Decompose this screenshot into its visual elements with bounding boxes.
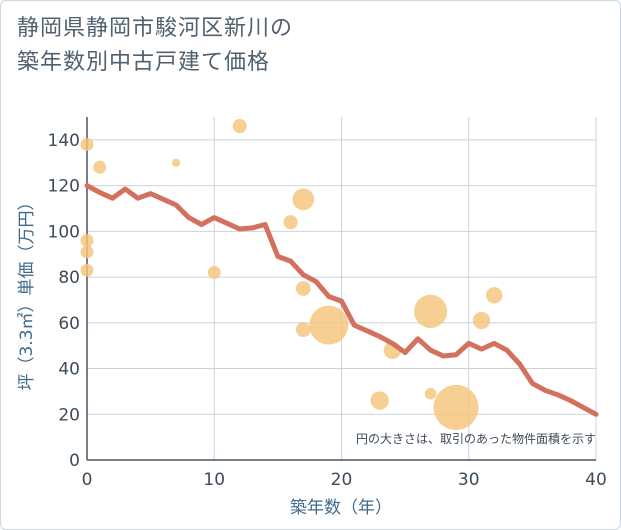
bubble-point: [486, 287, 503, 304]
chart-title-line-2: 築年数別中古戸建て価格: [17, 50, 271, 75]
bubble-point: [80, 245, 94, 259]
x-tick-label: 0: [82, 470, 93, 490]
x-tick-label: 40: [585, 470, 607, 490]
bubble-point: [171, 158, 181, 167]
y-tick-label: 100: [48, 222, 80, 242]
x-tick-label: 10: [203, 470, 225, 490]
x-axis-label: 築年数（年）: [290, 498, 392, 518]
y-tick-label: 60: [58, 314, 80, 334]
bubble-point: [80, 233, 94, 247]
y-tick-label: 0: [69, 451, 80, 471]
bubble-point: [309, 305, 349, 345]
tick-labels: 0 20 40 60 80 100 120 140 0 10 20 30 40: [48, 131, 607, 490]
bubble-point: [433, 384, 479, 430]
y-tick-label: 120: [48, 177, 80, 197]
chart-title: 静岡県静岡市駿河区新川の 築年数別中古戸建て価格: [17, 12, 293, 80]
bubble-point: [370, 391, 389, 410]
bubble-point: [80, 137, 94, 151]
bubble-point: [295, 322, 311, 338]
y-axis-label: 坪（3.3㎡）単価（万円）: [17, 193, 37, 390]
y-tick-label: 40: [58, 360, 80, 380]
size-note: 円の大きさは、取引のあった物件面積を示す: [356, 431, 596, 446]
chart-title-line-1: 静岡県静岡市駿河区新川の: [17, 16, 294, 41]
bubble-series: [80, 119, 503, 430]
bubble-point: [424, 387, 437, 400]
x-tick-label: 20: [331, 470, 353, 490]
y-tick-label: 80: [58, 268, 80, 288]
grid: [87, 117, 597, 460]
bubble-point: [292, 188, 315, 211]
bubble-point: [93, 160, 107, 174]
axes: [86, 117, 596, 461]
bubble-point: [283, 215, 298, 230]
bubble-point: [232, 119, 247, 134]
trend-series: [84, 183, 599, 417]
bubble-point: [472, 311, 491, 330]
bubble-point: [295, 281, 311, 296]
y-tick-label: 140: [48, 131, 80, 151]
y-tick-label: 20: [58, 405, 80, 425]
bubble-point: [413, 294, 448, 328]
bubble-point: [207, 265, 221, 279]
x-tick-label: 30: [458, 470, 480, 490]
trend-line: [84, 183, 599, 417]
bubble-point: [80, 263, 94, 277]
